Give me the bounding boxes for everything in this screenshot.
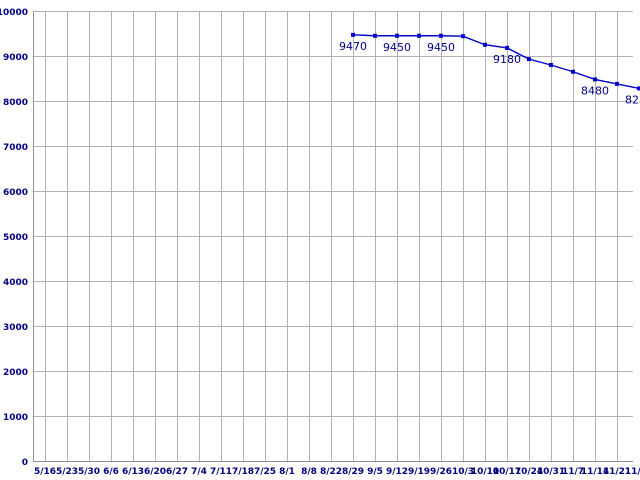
x-axis-tick-label: 10/31 <box>537 467 565 477</box>
x-axis-tick-label: 6/6 <box>103 467 119 477</box>
data-point-label: 9180 <box>493 53 521 66</box>
x-axis-tick-label: 5/23 <box>56 467 78 477</box>
data-series-line <box>352 34 640 90</box>
x-axis-tick-label: 10/17 <box>493 467 521 477</box>
x-axis-tick-label: 11/28 <box>625 467 640 477</box>
x-axis-tick-labels: 5/16 5/23 5/30 6/6 6/13 6/20 6/27 7/4 7/11 7/18 7/… <box>34 467 640 477</box>
y-axis-tick-label: 2000 <box>3 368 28 378</box>
data-point-marker <box>505 45 509 50</box>
x-axis-tick-label: 8/29 <box>342 467 364 477</box>
x-axis-tick-label: 10/3 <box>452 467 474 477</box>
data-point-marker <box>417 33 421 38</box>
y-axis-tick-labels: 1000090008000700060005000400030002000100… <box>0 8 28 468</box>
gridlines-group <box>33 11 633 462</box>
x-axis-tick-label: 8/1 <box>279 467 295 477</box>
x-axis-tick-label: 8/22 <box>320 467 342 477</box>
x-axis-tick-label: 6/20 <box>144 467 166 477</box>
data-point-marker <box>461 34 465 39</box>
x-axis-tick-label: 9/12 <box>386 467 408 477</box>
x-axis-tick-label: 5/30 <box>78 467 100 477</box>
x-axis-tick-label: 6/27 <box>166 467 188 477</box>
x-axis-tick-label: 7/4 <box>191 467 207 477</box>
x-axis-tick-label: 9/26 <box>430 467 452 477</box>
y-axis-tick-label: 3000 <box>3 323 28 333</box>
x-axis-tick-label: 10/24 <box>515 467 543 477</box>
data-point-label: 9470 <box>339 40 367 53</box>
x-axis-tick-label: 7/18 <box>232 467 254 477</box>
data-point-labels: 9470 9450 9450 9180 8480 8280 <box>339 40 640 107</box>
data-point-label: 8280 <box>625 93 640 106</box>
x-axis-tick-label: 9/19 <box>408 467 430 477</box>
y-axis-tick-label: 8000 <box>3 98 28 108</box>
x-axis-tick-label: 5/16 <box>34 467 56 477</box>
data-point-marker <box>395 33 399 38</box>
y-axis-tick-label: 7000 <box>3 143 28 153</box>
data-point-marker <box>527 57 531 62</box>
y-axis-tick-label: 5000 <box>3 233 28 243</box>
data-point-marker <box>549 63 553 67</box>
x-axis-tick-label: 8/8 <box>301 467 317 477</box>
x-axis-tick-label: 11/21 <box>603 467 631 477</box>
data-point-marker <box>615 81 619 86</box>
data-point-marker <box>373 33 377 38</box>
axis-lines-group <box>33 11 633 462</box>
x-axis-tick-label: 7/25 <box>254 467 276 477</box>
x-axis-tick-label: 9/5 <box>367 467 383 477</box>
y-axis-tick-label: 6000 <box>3 188 28 198</box>
data-point-marker <box>439 33 443 38</box>
data-point-label: 9450 <box>427 41 455 54</box>
y-axis-tick-label: 4000 <box>3 278 28 288</box>
data-point-marker <box>351 32 355 37</box>
y-axis-tick-label: 1000 <box>3 413 28 423</box>
data-point-marker <box>571 69 575 74</box>
x-axis-tick-label: 10/10 <box>471 467 499 477</box>
x-axis-tick-label: 7/11 <box>210 467 232 477</box>
data-point-label: 8480 <box>581 84 609 97</box>
series-line <box>352 34 640 90</box>
x-axis-tick-label: 11/14 <box>581 467 609 477</box>
data-point-marker <box>593 77 597 82</box>
data-point-label: 9450 <box>383 41 411 54</box>
data-point-marker <box>483 42 487 47</box>
x-axis-tick-label: 6/13 <box>122 467 144 477</box>
x-axis-tick-label: 11/7 <box>562 467 584 477</box>
y-axis-tick-label: 0 <box>22 458 28 468</box>
data-series-markers <box>351 32 640 91</box>
data-point-marker <box>637 86 640 91</box>
y-axis-tick-label: 9000 <box>3 53 28 63</box>
